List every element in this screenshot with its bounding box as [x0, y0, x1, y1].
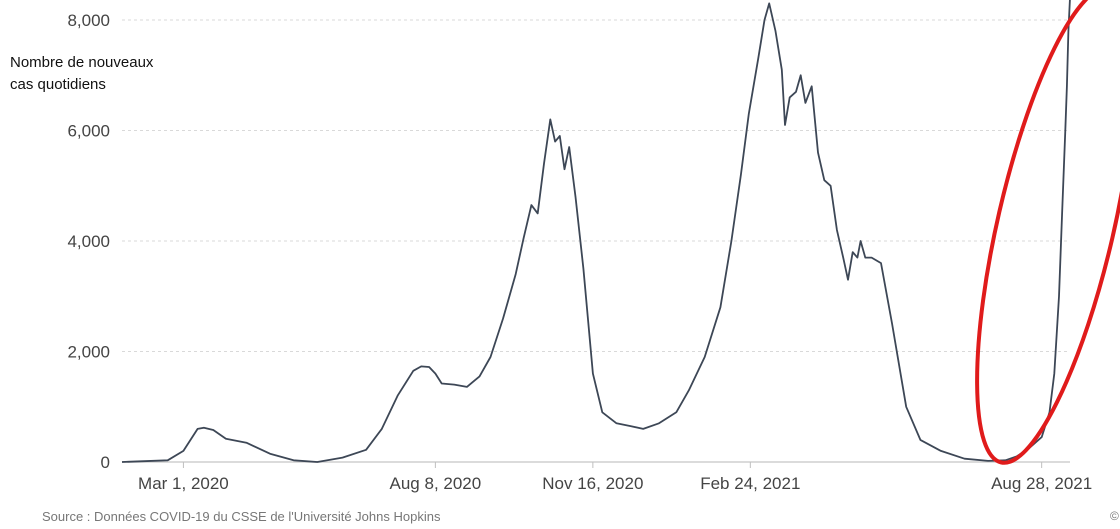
x-tick-label: Nov 16, 2020 [542, 474, 643, 493]
x-tick-label: Aug 28, 2021 [991, 474, 1092, 493]
source-note: Source : Données COVID-19 du CSSE de l'U… [42, 509, 441, 524]
y-axis-title-line-2: cas quotidiens [10, 75, 106, 93]
x-tick-label: Feb 24, 2021 [700, 474, 800, 493]
y-tick-labels: 0 2,000 4,000 6,000 8,000 [67, 11, 110, 472]
x-tick-label: Aug 8, 2020 [390, 474, 482, 493]
y-axis-title: Nombre de nouveaux cas quotidiens [10, 52, 153, 96]
highlight-ellipse [975, 0, 1120, 465]
x-tick-label: Mar 1, 2020 [138, 474, 229, 493]
gridlines [122, 19, 1070, 352]
series-line [121, 0, 1071, 463]
y-tick-label: 8,000 [67, 11, 110, 30]
y-tick-label: 2,000 [67, 343, 110, 362]
y-tick-label: 6,000 [67, 122, 110, 141]
x-tick-labels: Mar 1, 2020 Aug 8, 2020 Nov 16, 2020 Feb 24… [138, 474, 1092, 493]
copyright-mark: © [1110, 509, 1119, 523]
y-axis-title-line-1: Nombre de nouveaux [10, 54, 154, 71]
y-tick-label: 4,000 [67, 232, 110, 251]
x-axis [122, 461, 1070, 468]
y-tick-label: 0 [101, 453, 110, 472]
